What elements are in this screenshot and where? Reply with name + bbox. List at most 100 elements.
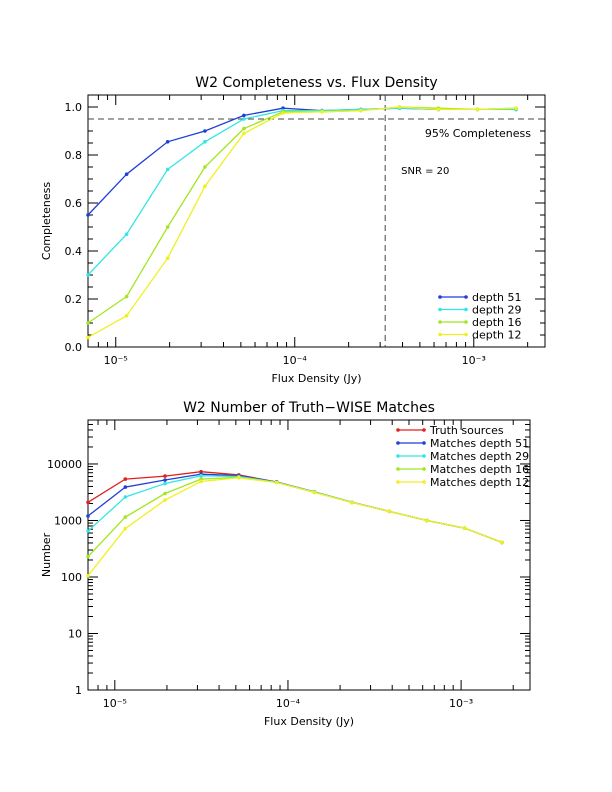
chart1-legend-marker-1 <box>438 295 442 299</box>
chart2-series-1-point <box>199 469 203 474</box>
chart1-series-2-point <box>165 167 170 172</box>
chart1-x-tick-label: 10⁻³ <box>462 354 486 367</box>
chart1-series-4-point <box>397 105 402 109</box>
chart2-legend-marker-4 <box>396 467 400 471</box>
chart1-title: W2 Completeness vs. Flux Density <box>195 75 437 91</box>
chart1-legend-label-3: depth 16 <box>472 316 522 329</box>
chart1-series-2-point <box>242 117 246 121</box>
chart2-series-line-5 <box>87 477 503 577</box>
chart1-series-line-4 <box>87 106 516 338</box>
chart1-legend-marker-4 <box>438 332 442 337</box>
chart2-series-3-point <box>123 495 128 499</box>
chart1-series-4-point <box>436 107 441 112</box>
chart2-series-3-point <box>199 473 203 478</box>
chart2-x-tick-label: 10⁻⁵ <box>103 697 127 710</box>
chart2-x-tick-label: 10⁻³ <box>449 697 473 710</box>
chart2-legend-label-4: Matches depth 16 <box>430 463 529 476</box>
chart2-legend-marker-end-1 <box>422 428 426 432</box>
chart1-series-4-point <box>514 106 518 110</box>
chart2-series-4-point <box>123 515 128 519</box>
chart1-y-tick-label: 0.8 <box>65 149 83 162</box>
chart2-legend-label-3: Matches depth 29 <box>430 450 529 463</box>
chart2-series-5-point <box>350 500 354 505</box>
chart2-series-5-point <box>163 498 167 502</box>
chart1-x-axis-label: Flux Density (Jy) <box>271 372 361 385</box>
chart1-series-1-point <box>86 213 90 217</box>
chart2-y-tick-label: 10000 <box>47 458 82 471</box>
chart2-legend-marker-end-2 <box>422 441 426 445</box>
chart1-series-3-point <box>165 225 170 229</box>
chart1-y-tick-label: 0.4 <box>65 245 83 258</box>
chart2-title: W2 Number of Truth−WISE Matches <box>183 400 435 416</box>
chart1-legend-marker-2 <box>438 307 442 312</box>
chart2-series-5-point <box>387 509 392 514</box>
chart2-legend-marker-end-4 <box>422 467 426 471</box>
chart2-series-2-point <box>123 485 128 489</box>
chart1-y-axis-label: Completeness <box>40 182 53 260</box>
chart1-series-3-point <box>124 294 129 299</box>
chart2-series-5-point <box>274 480 279 485</box>
chart2-series-2-point <box>86 514 90 518</box>
chart2-legend-marker-2 <box>396 441 400 445</box>
chart1-legend-label-2: depth 29 <box>472 304 522 317</box>
chart1-legend-marker-3 <box>438 320 442 324</box>
chart1-series-4-point <box>165 256 170 261</box>
chart2-y-tick-label: 10 <box>68 627 82 640</box>
chart2-x-tick-label: 10⁻⁴ <box>276 697 301 710</box>
chart2-legend-marker-5 <box>396 480 400 484</box>
chart2-x-axis-label: Flux Density (Jy) <box>264 715 354 728</box>
chart1-legend-marker-end-3 <box>464 320 468 324</box>
chart2-series-5-point <box>199 479 203 484</box>
chart1-y-tick-label: 1.0 <box>65 101 83 114</box>
chart1-series-4-point <box>203 184 207 188</box>
chart1-series-4-point <box>475 107 480 112</box>
chart1-plot-frame <box>87 94 546 348</box>
chart1-series-3-point <box>203 165 207 169</box>
chart1-legend-marker-end-2 <box>464 307 468 312</box>
chart1-series-line-1 <box>87 107 516 216</box>
chart2-series-2-point <box>163 478 167 482</box>
chart2-legend-label-1: Truth sources <box>429 424 504 437</box>
chart1-legend-label-4: depth 12 <box>472 329 522 342</box>
chart2-y-axis-label: Number <box>40 532 53 577</box>
chart2-series-1-point <box>123 477 128 481</box>
chart2-y-tick-label: 1 <box>75 684 82 697</box>
chart1-series-4-point <box>281 111 285 115</box>
chart2-series-5-point <box>312 490 317 495</box>
chart2-series-1-point <box>86 500 90 505</box>
chart2-series-5-point <box>462 526 467 531</box>
chart1-series-1-point <box>203 129 207 133</box>
chart1-ref-label-95pct: 95% Completeness <box>425 127 531 140</box>
chart1-legend-marker-end-4 <box>464 332 468 337</box>
chart2-series-5-point <box>425 518 429 523</box>
chart1-series-4-point <box>124 314 129 318</box>
chart2-series-3-point <box>86 529 90 533</box>
chart1-x-tick-label: 10⁻⁴ <box>283 354 308 367</box>
chart2-series-3-point <box>163 481 167 486</box>
chart1-series-1-point <box>124 172 129 176</box>
chart2-series-4-point <box>86 554 90 559</box>
chart1-legend-marker-end-1 <box>464 295 468 299</box>
chart1-series-4-point <box>86 335 90 340</box>
chart2-series-5-point <box>86 573 90 578</box>
chart1-series-4-point <box>320 110 324 114</box>
chart1-y-tick-label: 0.2 <box>65 293 83 306</box>
chart2-y-tick-label: 100 <box>61 571 82 584</box>
chart2-legend-label-2: Matches depth 51 <box>430 437 529 450</box>
chart2-legend-marker-3 <box>396 454 400 458</box>
chart1-series-3-point <box>242 126 246 131</box>
chart2-y-tick-label: 1000 <box>54 514 82 527</box>
chart2-legend-label-5: Matches depth 12 <box>430 476 529 489</box>
chart1-series-4-point <box>242 131 246 136</box>
chart1-series-2-point <box>86 273 90 277</box>
chart1-y-tick-label: 0.0 <box>65 341 83 354</box>
chart1-y-tick-label: 0.6 <box>65 197 83 210</box>
chart2-series-4-point <box>163 491 167 496</box>
chart2-series-1-point <box>163 474 167 478</box>
chart1-series-2-point <box>203 140 207 144</box>
chart1-series-3-point <box>86 321 90 325</box>
chart1-ref-label-snr: SNR = 20 <box>401 166 449 177</box>
chart1-series-4-point <box>359 108 363 113</box>
chart2-legend-marker-1 <box>396 428 400 432</box>
